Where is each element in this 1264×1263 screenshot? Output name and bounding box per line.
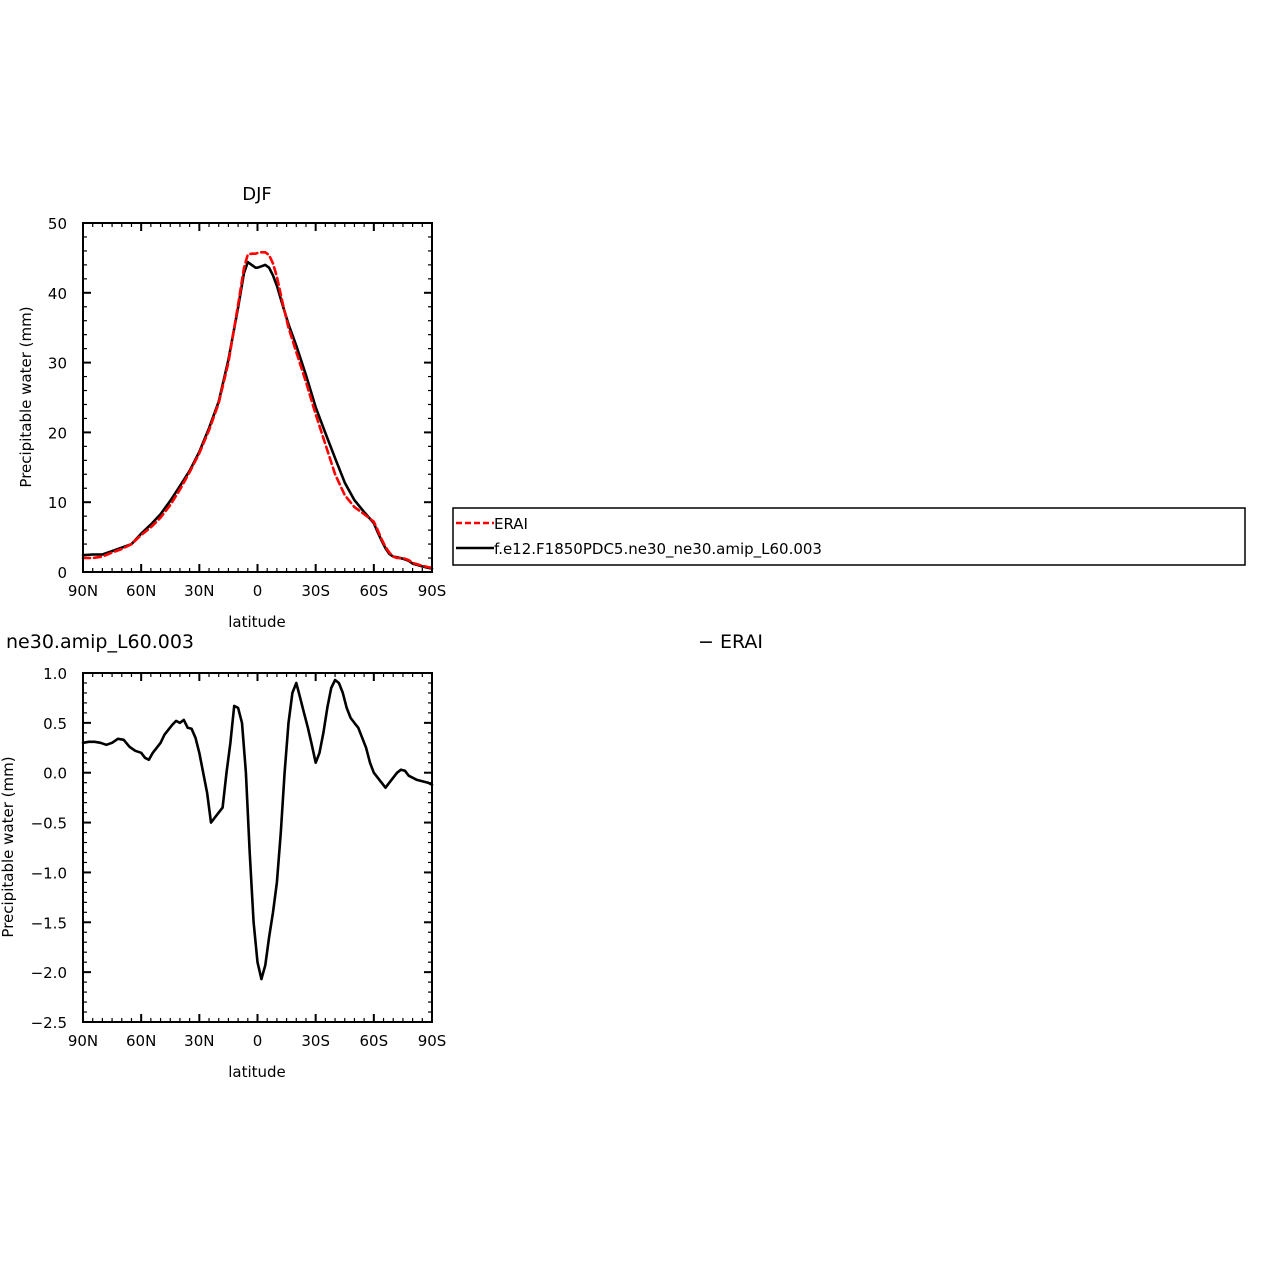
djf-ytick-label: 0: [57, 564, 67, 582]
djf-ytick-label: 50: [48, 215, 67, 233]
djf-xtick-label: 60N: [126, 582, 156, 600]
difference-ytick-label: 1.0: [43, 665, 67, 683]
difference-xtick-label: 90S: [418, 1032, 447, 1050]
difference-ytick-label: −2.0: [31, 964, 67, 982]
difference-xlabel: latitude: [228, 1063, 286, 1081]
difference-ytick-label: 0.0: [43, 765, 67, 783]
djf-ytick-label: 10: [48, 494, 67, 512]
djf-panel: DJF Precipitable water (mm) latitude 90N…: [17, 184, 446, 631]
djf-xlabel: latitude: [228, 613, 286, 631]
djf-xtick-label: 60S: [360, 582, 389, 600]
djf-xtick-label: 30N: [184, 582, 214, 600]
legend: ERAI f.e12.F1850PDC5.ne30_ne30.amip_L60.…: [452, 507, 1246, 566]
djf-series-line-0: [81, 251, 434, 570]
djf-ytick-label: 30: [48, 355, 67, 373]
legend-box: [452, 507, 1246, 566]
djf-series-line-1: [81, 260, 434, 570]
difference-series-line-0: [81, 678, 434, 981]
difference-ytick-label: −1.0: [31, 864, 67, 882]
djf-title: DJF: [242, 184, 272, 205]
legend-erai-label: ERAI: [494, 515, 528, 533]
djf-xtick-label: 0: [253, 582, 263, 600]
legend-model-label: f.e12.F1850PDC5.ne30_ne30.amip_L60.003: [494, 540, 822, 559]
djf-ylabel: Precipitable water (mm): [17, 306, 35, 487]
difference-title-right: − ERAI: [698, 631, 763, 653]
difference-xtick-label: 0: [253, 1032, 263, 1050]
djf-xtick-label: 30S: [301, 582, 330, 600]
djf-plot-frame: [82, 222, 433, 573]
djf-xtick-label: 90S: [418, 582, 447, 600]
difference-panel: ne30.amip_L60.003 − ERAI Precipitable wa…: [0, 631, 763, 1081]
difference-xtick-label: 30S: [301, 1032, 330, 1050]
difference-xtick-label: 60N: [126, 1032, 156, 1050]
difference-ytick-label: −1.5: [31, 914, 67, 932]
difference-xtick-label: 30N: [184, 1032, 214, 1050]
djf-xtick-label: 90N: [68, 582, 98, 600]
difference-ytick-label: −0.5: [31, 815, 67, 833]
difference-ytick-label: −2.5: [31, 1014, 67, 1032]
difference-plot-frame: [82, 672, 433, 1023]
difference-xtick-label: 90N: [68, 1032, 98, 1050]
difference-ytick-label: 0.5: [43, 715, 67, 733]
djf-ytick-label: 20: [48, 424, 67, 442]
difference-ylabel: Precipitable water (mm): [0, 756, 17, 937]
djf-ytick-label: 40: [48, 285, 67, 303]
difference-xtick-label: 60S: [360, 1032, 389, 1050]
difference-title-left: ne30.amip_L60.003: [6, 631, 194, 653]
